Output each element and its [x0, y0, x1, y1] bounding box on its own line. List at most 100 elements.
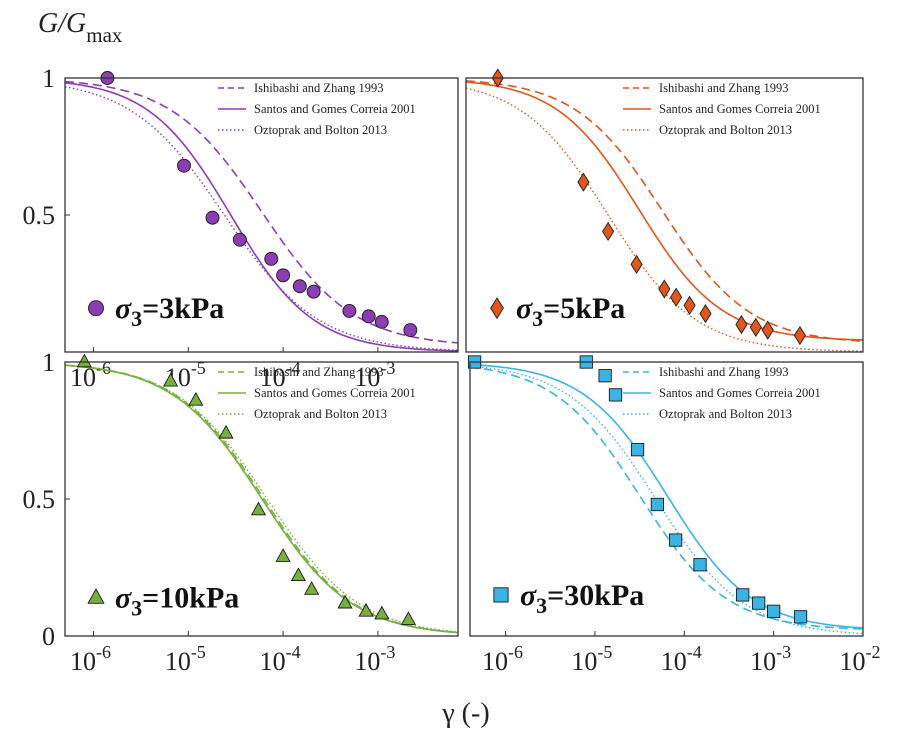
- curve-dotted: [470, 365, 863, 635]
- data-point: [736, 588, 750, 602]
- data-point: [767, 604, 781, 618]
- y-tick-label: 0.5: [23, 485, 56, 514]
- legend-marker: [87, 588, 105, 604]
- legend-label: Santos and Gomes Correia 2001: [254, 102, 416, 116]
- data-point: [793, 325, 806, 346]
- data-point: [205, 210, 220, 225]
- stress-value: =5kPa: [543, 292, 625, 325]
- legend: Ishibashi and Zhang 1993 Santos and Gomes…: [623, 365, 821, 421]
- stress-annotation: σ3=5kPa: [490, 292, 625, 331]
- x-ticks: 10-6 10-5 10-4 10-3 10-2: [482, 631, 881, 676]
- y-ticks: 10.50: [23, 348, 70, 651]
- x-tick-label: 10-6: [70, 358, 111, 392]
- data-point: [250, 501, 267, 516]
- data-point: [304, 581, 320, 595]
- curve-dashed: [470, 366, 863, 630]
- x-tick-exp: -3: [776, 642, 791, 662]
- sigma-subscript: 3: [131, 306, 142, 331]
- data-point: [735, 314, 748, 335]
- x-tick-base: 10: [165, 647, 191, 676]
- data-point: [276, 268, 291, 283]
- stress-annotation: σ3=3kPa: [88, 292, 224, 331]
- sigma-symbol: σ: [520, 579, 537, 612]
- legend-label: Ishibashi and Zhang 1993: [254, 365, 384, 379]
- curve-solid: [65, 364, 458, 634]
- x-tick-exp: -4: [286, 642, 301, 662]
- data-point: [358, 602, 374, 617]
- x-tick-label: 10-3: [354, 642, 395, 676]
- x-tick-label: 10-6: [482, 642, 523, 676]
- x-tick-exp: -5: [597, 642, 612, 662]
- x-tick-base: 10: [482, 647, 508, 676]
- x-tick-label: 10-4: [260, 358, 301, 392]
- stress-value: =30kPa: [547, 579, 644, 612]
- x-tick-exp: -6: [96, 358, 111, 378]
- stress-annotation: σ3=30kPa: [493, 579, 644, 618]
- legend-label: Ishibashi and Zhang 1993: [659, 81, 789, 95]
- stress-label: σ3=5kPa: [516, 292, 625, 331]
- data-point: [337, 594, 353, 609]
- data-point: [403, 323, 418, 338]
- data-point: [275, 548, 291, 562]
- data-point: [693, 558, 707, 572]
- x-tick-exp: -6: [508, 642, 523, 662]
- legend: Ishibashi and Zhang 1993 Santos and Gomes…: [623, 81, 821, 137]
- legend-label: Ishibashi and Zhang 1993: [254, 81, 384, 95]
- data-point: [630, 443, 645, 457]
- data-point: [218, 424, 234, 439]
- x-tick-base: 10: [354, 647, 380, 676]
- x-tick-exp: -3: [380, 642, 395, 662]
- sigma-subscript: 3: [532, 306, 543, 331]
- data-point: [630, 254, 643, 274]
- x-tick-exp: -4: [687, 642, 702, 662]
- x-tick-label: 10-4: [661, 642, 702, 676]
- x-tick-exp: -3: [380, 358, 395, 378]
- x-tick-label: 10-2: [840, 642, 881, 676]
- x-tick-base: 10: [260, 363, 286, 392]
- x-tick-exp: -2: [866, 642, 881, 662]
- legend-label: Santos and Gomes Correia 2001: [659, 386, 821, 400]
- legend-label: Oztoprak and Bolton 2013: [659, 407, 792, 421]
- data-point: [342, 303, 357, 318]
- stress-label: σ3=30kPa: [520, 579, 644, 618]
- data-point: [374, 314, 389, 329]
- data-point: [577, 172, 590, 192]
- plot-frame: [469, 361, 864, 637]
- panel-top-right: Ishibashi and Zhang 1993 Santos and Gomes…: [465, 68, 864, 353]
- sigma-symbol: σ: [516, 292, 533, 325]
- sigma-subscript: 3: [536, 593, 547, 618]
- legend: Ishibashi and Zhang 1993 Santos and Gomes…: [218, 81, 416, 137]
- data-point: [76, 353, 92, 368]
- x-tick-label: 10-5: [165, 642, 206, 676]
- legend-label: Oztoprak and Bolton 2013: [254, 407, 387, 421]
- legend: Ishibashi and Zhang 1993 Santos and Gomes…: [218, 365, 416, 421]
- data-point: [374, 605, 390, 620]
- data-point: [188, 391, 204, 406]
- legend-label: Santos and Gomes Correia 2001: [254, 386, 416, 400]
- x-tick-exp: -5: [191, 358, 206, 378]
- data-point: [602, 221, 615, 242]
- data-point: [264, 251, 279, 266]
- data-point: [361, 309, 376, 324]
- legend-marker: [493, 587, 509, 603]
- y-tick-label: 1: [42, 64, 55, 93]
- stress-label: σ3=10kPa: [115, 582, 239, 621]
- data-point: [598, 369, 612, 383]
- stress-value: =10kPa: [142, 582, 239, 615]
- y-tick-label: 0.5: [23, 201, 56, 230]
- legend-label: Ishibashi and Zhang 1993: [659, 365, 789, 379]
- curve-dotted: [65, 86, 458, 351]
- y-tick-label: 0: [42, 622, 55, 651]
- model-curves: [65, 364, 458, 634]
- stress-annotation: σ3=10kPa: [87, 582, 239, 621]
- data-point: [749, 317, 762, 337]
- x-tick-label: 10-3: [750, 642, 791, 676]
- legend-label: Santos and Gomes Correia 2001: [659, 102, 821, 116]
- plot-frame: [465, 77, 864, 353]
- x-tick-base: 10: [661, 647, 687, 676]
